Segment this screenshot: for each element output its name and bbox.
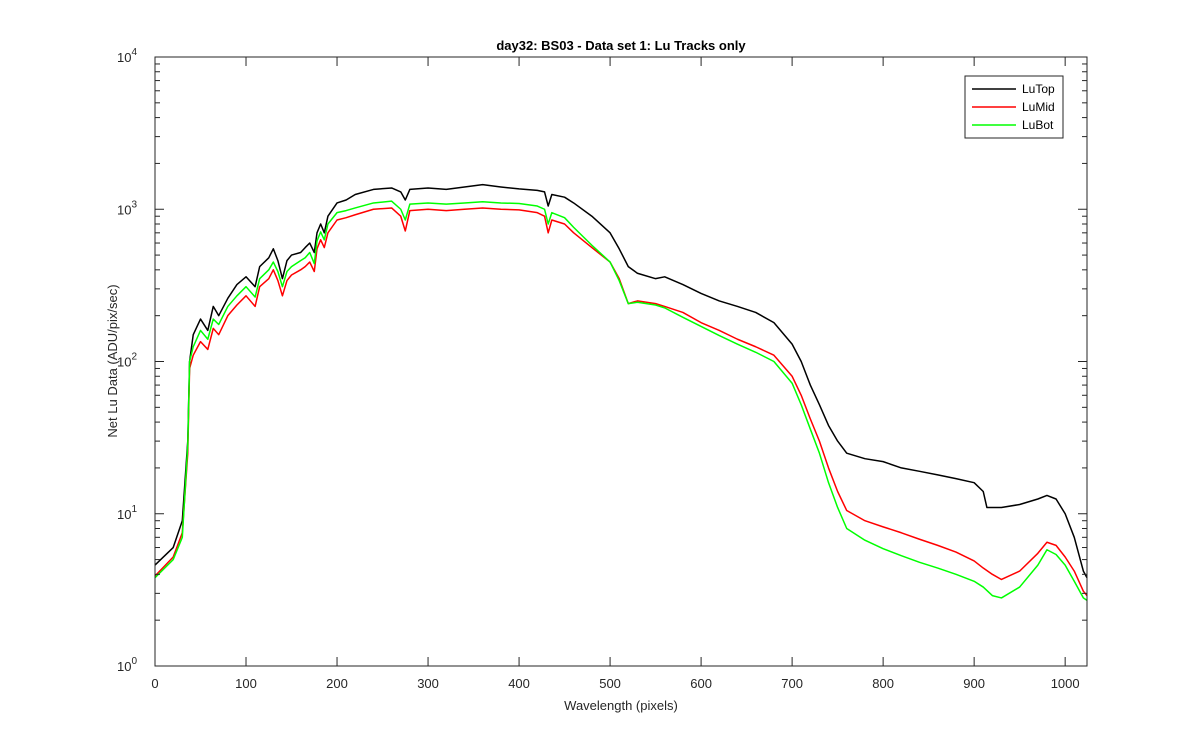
y-tick-label: 100 [117, 656, 137, 674]
chart-title: day32: BS03 - Data set 1: Lu Tracks only [496, 38, 746, 53]
x-tick-label: 0 [151, 676, 158, 691]
series-line-lubot [154, 200, 1088, 601]
x-tick-label: 600 [690, 676, 712, 691]
y-tick-exponent: 3 [131, 199, 137, 210]
y-tick-base: 10 [117, 202, 131, 217]
y-tick-base: 10 [117, 355, 131, 370]
y-tick-exponent: 2 [131, 352, 137, 363]
x-tick-label: 500 [599, 676, 621, 691]
y-axis-label: Net Lu Data (ADU/pix/sec) [105, 284, 120, 437]
legend-label-lubot: LuBot [1022, 118, 1054, 132]
y-tick-base: 10 [117, 507, 131, 522]
y-tick-base: 10 [117, 50, 131, 65]
x-tick-label: 700 [781, 676, 803, 691]
x-axis-ticks: 0 100 200 300 400 500 600 700 800 900 1000 [151, 57, 1080, 691]
plot-area [155, 57, 1087, 666]
legend: LuTop LuMid LuBot [964, 75, 1064, 139]
series-layer [154, 183, 1088, 601]
x-tick-label: 900 [963, 676, 985, 691]
y-tick-exponent: 0 [131, 656, 137, 667]
y-tick-label: 103 [117, 199, 137, 217]
legend-label-lumid: LuMid [1022, 100, 1055, 114]
legend-label-lutop: LuTop [1022, 82, 1055, 96]
y-tick-exponent: 4 [131, 47, 137, 58]
series-line-lutop [154, 183, 1088, 579]
y-tick-exponent: 1 [131, 504, 137, 515]
y-tick-base: 10 [117, 659, 131, 674]
y-tick-label: 104 [117, 47, 137, 65]
x-tick-label: 800 [872, 676, 894, 691]
x-tick-label: 1000 [1051, 676, 1080, 691]
x-axis-label: Wavelength (pixels) [564, 698, 678, 713]
x-tick-label: 100 [235, 676, 257, 691]
x-tick-label: 200 [326, 676, 348, 691]
y-tick-label: 101 [117, 504, 137, 522]
y-tick-label: 102 [117, 352, 137, 370]
series-line-lumid [154, 207, 1088, 597]
x-tick-label: 300 [417, 676, 439, 691]
x-tick-label: 400 [508, 676, 530, 691]
